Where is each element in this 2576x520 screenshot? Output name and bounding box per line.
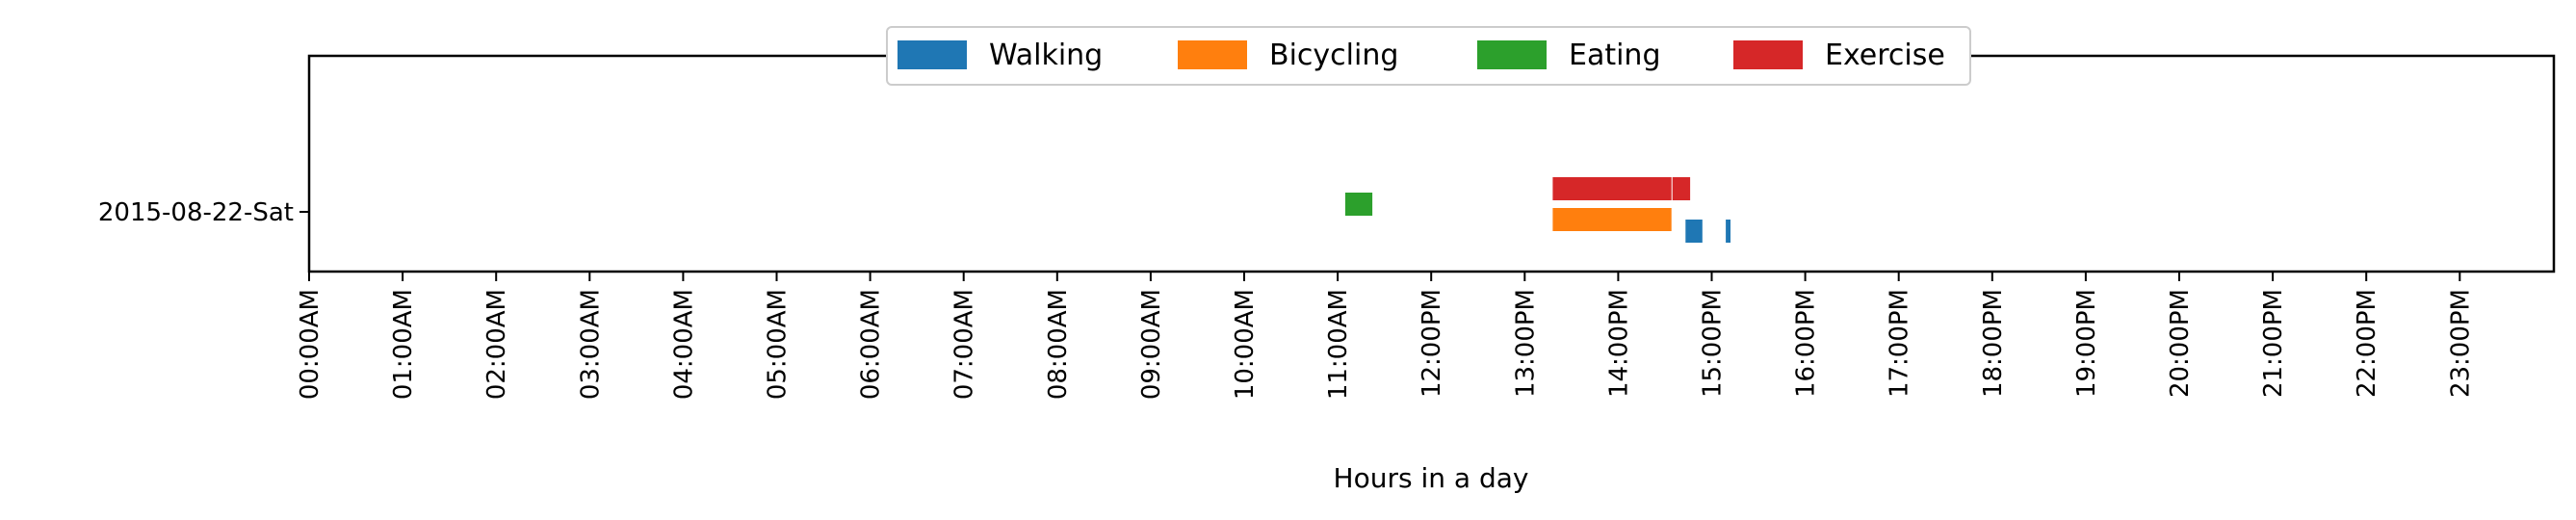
- x-tick-label: 23:00PM: [2446, 289, 2475, 398]
- legend-label: Exercise: [1825, 39, 1945, 72]
- legend-swatch: [898, 40, 967, 69]
- x-tick-label: 11:00AM: [1324, 289, 1353, 400]
- legend-box: [886, 26, 1971, 86]
- x-tick-label: 22:00PM: [2353, 289, 2381, 398]
- x-tick-label: 01:00AM: [389, 289, 418, 400]
- bar-walking-1: [1726, 220, 1730, 243]
- x-tick-label: 12:00PM: [1418, 289, 1446, 398]
- x-tick-label: 09:00AM: [1137, 289, 1166, 400]
- x-tick-label: 02:00AM: [482, 289, 511, 400]
- legend-entry-exercise: Exercise: [1733, 39, 1945, 72]
- x-tick-label: 10:00AM: [1231, 289, 1260, 400]
- x-tick-label: 14:00PM: [1604, 289, 1633, 398]
- legend-swatch: [1733, 40, 1803, 69]
- x-tick-label: 21:00PM: [2259, 289, 2288, 398]
- x-axis: 00:00AM 01:00AM 02:00AM 03:00AM 04:00AM 05:00…: [296, 272, 2475, 400]
- x-tick-label: 18:00PM: [1979, 289, 2008, 398]
- x-tick-label: 15:00PM: [1699, 289, 1728, 398]
- x-tick-label: 20:00PM: [2166, 289, 2195, 398]
- bar-walking-0: [1685, 220, 1703, 243]
- x-tick-label: 07:00AM: [950, 289, 979, 400]
- activity-bars: [1344, 177, 1730, 243]
- x-tick-label: 04:00AM: [669, 289, 698, 400]
- x-tick-label: 16:00PM: [1792, 289, 1821, 398]
- x-tick-label: 13:00PM: [1511, 289, 1540, 398]
- legend-entry-bicycling: Bicycling: [1178, 39, 1398, 72]
- x-tick-label: 17:00PM: [1886, 289, 1914, 398]
- legend: Walking Bicycling Eating Exercise: [886, 26, 1971, 86]
- legend-label: Eating: [1569, 39, 1661, 72]
- bar-bicycling-0: [1552, 208, 1672, 231]
- y-axis: 2015-08-22-Sat: [98, 198, 309, 227]
- bar-eating-0: [1344, 193, 1373, 216]
- legend-swatch: [1477, 40, 1547, 69]
- legend-entry-walking: Walking: [898, 39, 1103, 72]
- x-axis-label: Hours in a day: [1334, 462, 1529, 494]
- legend-label: Walking: [989, 39, 1103, 72]
- x-tick-label: 06:00AM: [857, 289, 886, 400]
- y-tick-label: 2015-08-22-Sat: [98, 198, 294, 227]
- plot-frame: [307, 54, 2556, 273]
- x-tick-label: 03:00AM: [576, 289, 605, 400]
- x-tick-label: 00:00AM: [296, 289, 325, 400]
- legend-swatch: [1178, 40, 1247, 69]
- bar-exercise-1: [1672, 177, 1691, 200]
- x-tick-label: 05:00AM: [764, 289, 793, 400]
- x-tick-label: 19:00PM: [2072, 289, 2101, 398]
- x-tick-label: 08:00AM: [1044, 289, 1073, 400]
- bar-exercise-0: [1552, 177, 1672, 200]
- legend-label: Bicycling: [1269, 39, 1398, 72]
- legend-entry-eating: Eating: [1477, 39, 1661, 72]
